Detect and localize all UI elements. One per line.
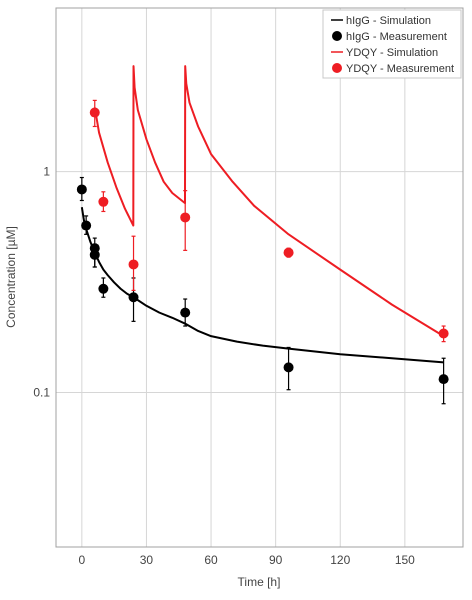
series-layer xyxy=(76,65,449,405)
legend-entry: YDQY - Simulation xyxy=(346,47,438,59)
y-tick-label: 1 xyxy=(43,165,50,179)
x-tick-label: 60 xyxy=(204,553,218,567)
legend-dot-marker xyxy=(332,31,342,41)
higg-measurement-point xyxy=(180,307,191,318)
ydqy-measurement-point xyxy=(180,212,191,223)
higg-measurement-point xyxy=(76,184,87,195)
legend-entry: hIgG - Measurement xyxy=(346,31,447,43)
grid xyxy=(56,8,463,547)
y-axis-label: Concentration [µM] xyxy=(4,226,18,328)
higg-measurement-point xyxy=(81,220,92,231)
legend-entry: YDQY - Measurement xyxy=(346,63,454,75)
legend: hIgG - Simulation hIgG - Measurement YDQ… xyxy=(322,9,462,79)
higg-measurement-point xyxy=(98,283,109,294)
plot-area-frame xyxy=(55,7,464,548)
legend-entry: hIgG - Simulation xyxy=(346,15,431,27)
higg-measurement-point xyxy=(89,249,100,260)
ydqy-simulation-line xyxy=(93,65,445,338)
ydqy-measurement-point xyxy=(283,247,294,258)
x-tick-label: 90 xyxy=(269,553,283,567)
ydqy-measurement-point xyxy=(128,259,139,270)
x-tick-label: 150 xyxy=(395,553,415,567)
higg-simulation-line xyxy=(80,207,444,364)
x-tick-label: 30 xyxy=(140,553,154,567)
higg-measurement-point xyxy=(283,362,294,373)
tick-labels: 0 30 60 90 120 150 1 0.1 xyxy=(33,165,415,567)
x-tick-label: 120 xyxy=(330,553,350,567)
y-tick-label: 0.1 xyxy=(33,386,50,400)
ydqy-measurement-point xyxy=(89,107,100,118)
higg-measurement-point xyxy=(438,374,449,385)
ydqy-measurement-point xyxy=(438,328,449,339)
legend-box xyxy=(322,9,462,79)
legend-dot-marker xyxy=(332,63,342,73)
x-axis-label: Time [h] xyxy=(238,575,281,589)
x-tick-label: 0 xyxy=(78,553,85,567)
ydqy-measurement-point xyxy=(98,196,109,207)
higg-measurement-point xyxy=(128,292,139,303)
